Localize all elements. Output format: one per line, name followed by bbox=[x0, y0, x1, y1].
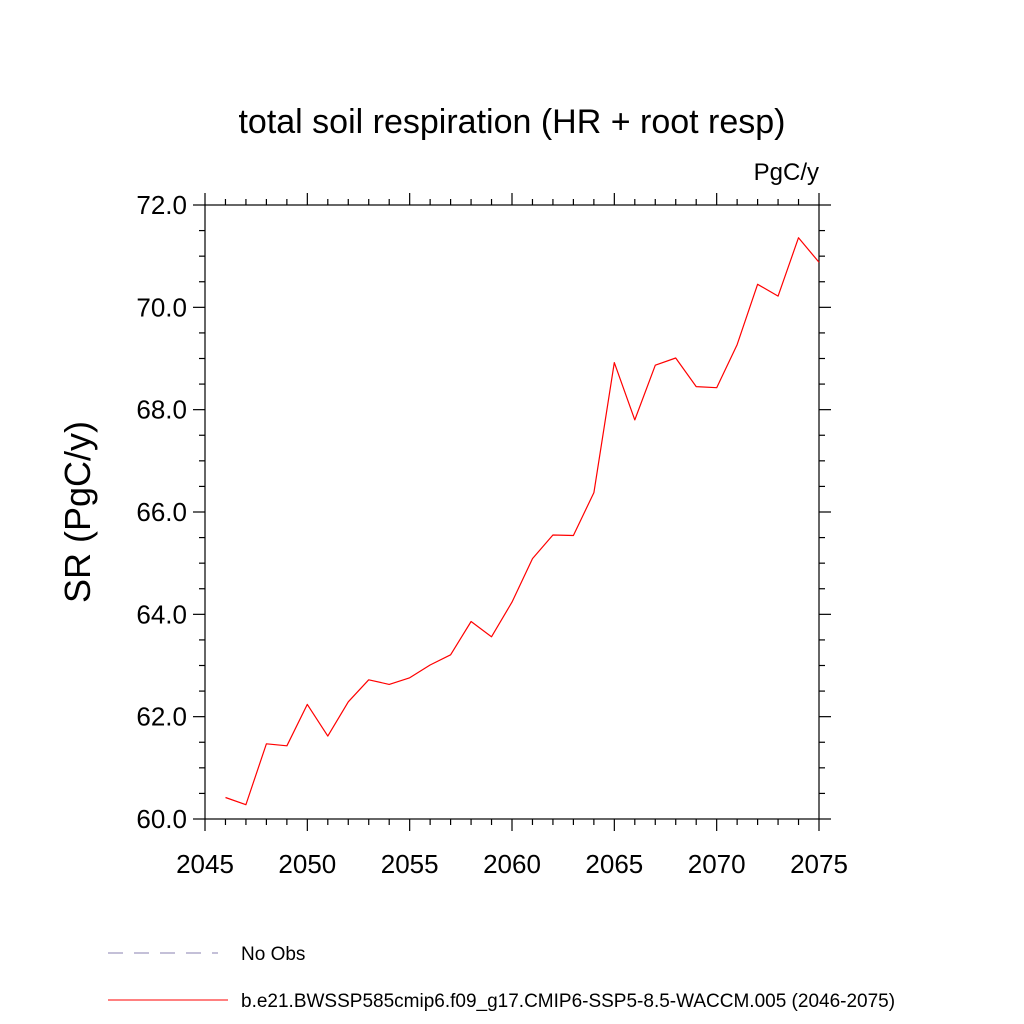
axis-tick-labels: 2045 2050 2055 2060 2065 2070 2075 60.0 62.0 64.0… bbox=[136, 190, 848, 879]
chart-title: total soil respiration (HR + root resp) bbox=[238, 103, 785, 141]
x-tick-label: 2045 bbox=[176, 849, 234, 879]
series-layer bbox=[225, 237, 820, 806]
x-tick-label: 2060 bbox=[483, 849, 541, 879]
units-label: PgC/y bbox=[754, 159, 819, 186]
y-axis-label: SR (PgC/y) bbox=[57, 421, 98, 603]
x-tick-label: 2065 bbox=[585, 849, 643, 879]
series-line bbox=[225, 237, 820, 806]
x-tick-label: 2070 bbox=[688, 849, 746, 879]
y-tick-label: 68.0 bbox=[136, 395, 187, 425]
y-tick-label: 72.0 bbox=[136, 190, 187, 220]
y-tick-label: 66.0 bbox=[136, 497, 187, 527]
plot-frame bbox=[204, 204, 820, 820]
legend: No Obs b.e21.BWSSP585cmip6.f09_g17.CMIP6-… bbox=[108, 944, 895, 1012]
legend-label: No Obs bbox=[241, 944, 305, 965]
x-tick-label: 2055 bbox=[381, 849, 439, 879]
y-tick-label: 64.0 bbox=[136, 599, 187, 629]
y-tick-label: 70.0 bbox=[136, 292, 187, 322]
axis-ticks bbox=[193, 193, 831, 831]
x-tick-label: 2050 bbox=[278, 849, 336, 879]
y-tick-label: 62.0 bbox=[136, 702, 187, 732]
legend-label: b.e21.BWSSP585cmip6.f09_g17.CMIP6-SSP5-8… bbox=[241, 991, 895, 1012]
y-tick-label: 60.0 bbox=[136, 804, 187, 834]
x-tick-label: 2075 bbox=[790, 849, 848, 879]
